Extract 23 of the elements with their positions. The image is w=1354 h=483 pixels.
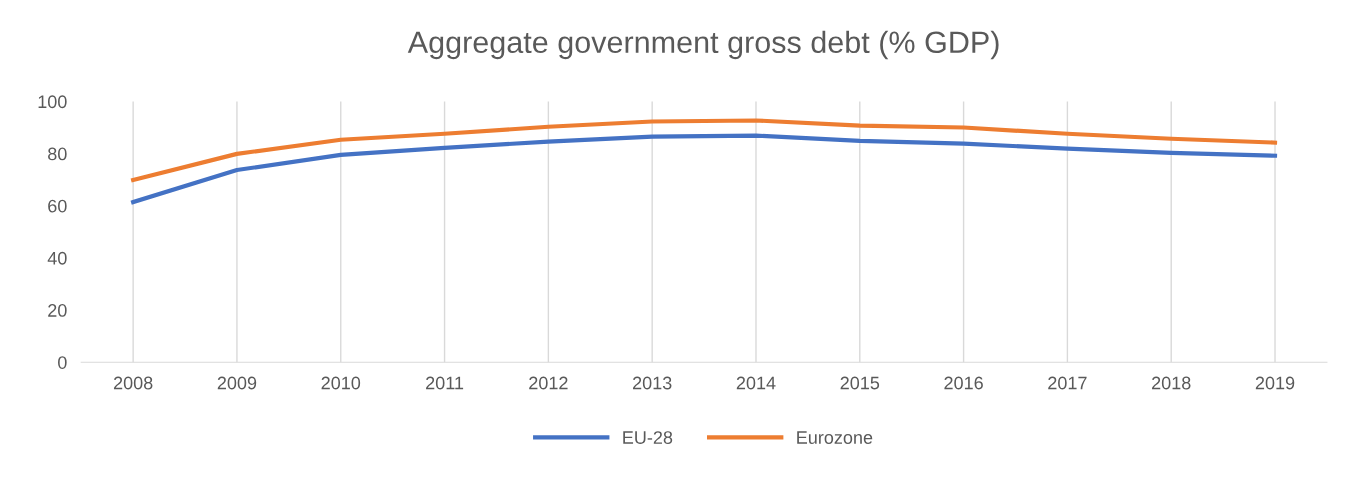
x-tick-label: 2011: [426, 376, 464, 390]
x-tick-label: 2017: [1048, 376, 1087, 390]
legend-label: Eurozone: [797, 431, 873, 444]
line-series: [131, 133, 1278, 205]
x-tick-label: 2012: [529, 376, 568, 390]
x-tick-label: 2018: [1152, 376, 1191, 390]
x-tick-label: 2016: [944, 376, 983, 390]
x-tick-label: 2009: [217, 376, 257, 390]
x-tick-label: 2013: [633, 376, 672, 390]
chart-title: Aggregate government gross debt (% GDP): [407, 30, 999, 60]
y-tick-label: 60: [48, 199, 67, 213]
x-tick-label: 2019: [1255, 376, 1295, 390]
x-tick-label: 2008: [113, 376, 153, 390]
y-tick-label: 20: [48, 304, 67, 317]
x-tick-label: 2010: [321, 376, 361, 390]
y-tick-label: 40: [47, 251, 67, 265]
y-tick-label: 0: [58, 356, 67, 369]
x-tick-label: 2014: [736, 376, 776, 390]
y-tick-label: 100: [38, 95, 67, 109]
line-series: [131, 118, 1278, 183]
x-tick-label: 2015: [840, 376, 880, 390]
y-tick-label: 80: [48, 147, 67, 161]
legend-label: EU-28: [623, 431, 673, 444]
